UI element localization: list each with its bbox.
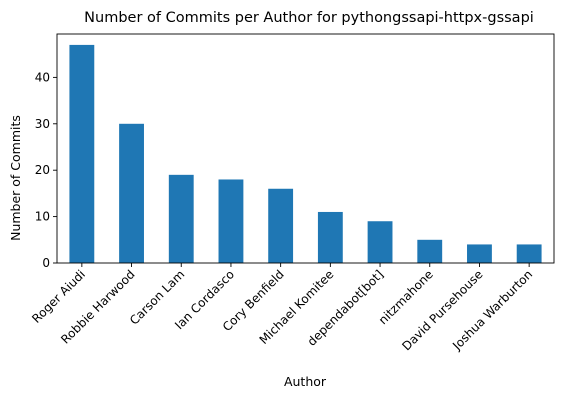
bar-6: [367, 221, 393, 263]
y-tick-label-3: 30: [35, 117, 50, 131]
y-axis-label: Number of Commits: [8, 115, 23, 241]
chart-title: Number of Commits per Author for pythong…: [84, 10, 534, 26]
bar-1: [119, 123, 144, 263]
bar-3: [218, 179, 244, 263]
bar-0: [69, 44, 95, 264]
y-tick-label-4: 40: [35, 70, 50, 84]
bars-layer: [69, 44, 542, 264]
y-tick-label-0: 0: [42, 256, 50, 270]
plot-frame: [56, 33, 555, 264]
y-tick-label-2: 20: [35, 163, 50, 177]
bar-5: [317, 211, 343, 263]
bar-9: [516, 244, 542, 263]
bar-7: [417, 239, 443, 263]
bar-2: [168, 174, 194, 263]
bar-8: [467, 244, 492, 263]
bar-4: [268, 188, 294, 263]
x-axis-label: Author: [284, 374, 327, 389]
y-tick-label-1: 10: [35, 210, 50, 224]
y-axis: 0 10 20 30 40: [35, 70, 57, 270]
